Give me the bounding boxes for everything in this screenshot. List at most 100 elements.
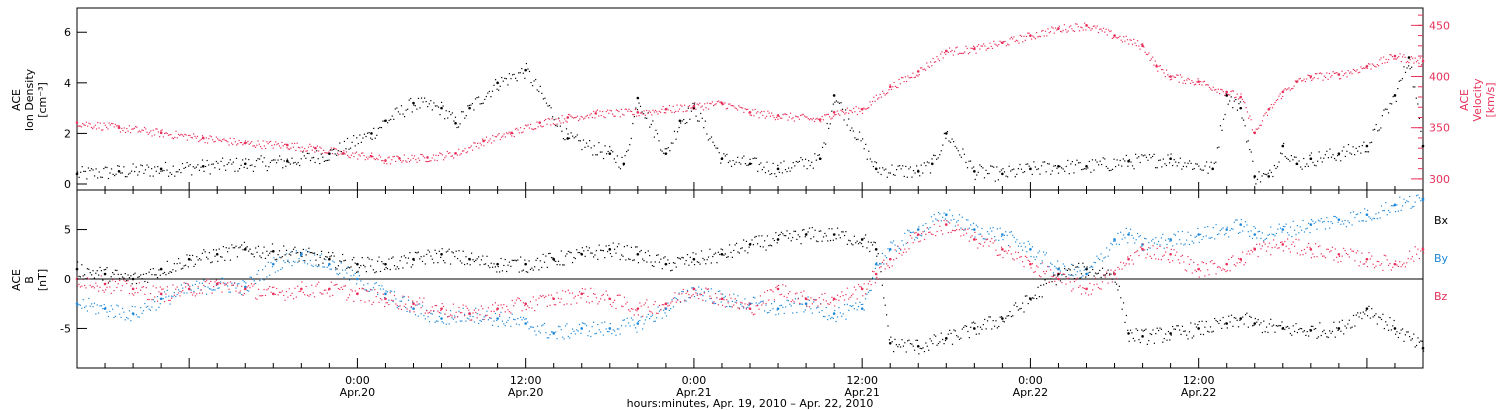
bz-sample <box>1141 247 1143 249</box>
velocity-sample <box>1210 88 1212 90</box>
density-sample <box>940 150 942 152</box>
density-sample <box>351 141 353 143</box>
velocity-sample <box>1163 72 1165 74</box>
bx-sample <box>618 243 620 245</box>
velocity-sample <box>1181 76 1183 78</box>
by-sample <box>1075 274 1077 276</box>
bx-sample <box>1352 314 1355 317</box>
by-sample <box>492 324 494 326</box>
bx-sample <box>552 257 554 259</box>
bx-sample <box>1036 298 1038 300</box>
bx-sample <box>1389 316 1391 319</box>
by-sample <box>1279 227 1282 229</box>
velocity-sample <box>1375 66 1377 68</box>
by-sample <box>392 300 394 303</box>
bx-sample <box>692 252 694 254</box>
velocity-sample <box>1256 128 1259 130</box>
velocity-sample <box>885 93 888 95</box>
bx-sample <box>1385 321 1387 323</box>
by-sample <box>1165 239 1167 241</box>
bz-sample <box>1243 264 1245 266</box>
density-sample <box>1233 100 1235 102</box>
density-sample <box>869 158 871 160</box>
velocity-sample <box>382 160 384 162</box>
density-sample <box>1292 159 1294 161</box>
velocity-sample <box>294 142 296 145</box>
velocity-sample <box>825 114 827 116</box>
density-sample <box>1259 181 1262 183</box>
velocity-sample <box>166 132 168 135</box>
velocity-sample <box>928 66 930 68</box>
velocity-sample <box>493 140 495 142</box>
bx-sample <box>1167 330 1170 333</box>
bz-sample <box>958 229 961 231</box>
density-sample <box>926 161 929 163</box>
bz-sample <box>305 285 307 288</box>
velocity-sample <box>1356 69 1358 71</box>
bz-sample <box>528 307 530 309</box>
density-sample <box>1003 171 1006 173</box>
bz-sample <box>953 229 955 232</box>
density-sample <box>1377 130 1379 132</box>
bx-sample <box>228 247 230 249</box>
bx-sample <box>1009 310 1011 313</box>
by-sample <box>1097 257 1099 259</box>
velocity-sample <box>90 126 93 129</box>
bz-sample <box>1020 255 1022 258</box>
velocity-sample <box>283 143 286 146</box>
bz-sample <box>1096 283 1098 285</box>
bx-sample <box>1292 325 1294 327</box>
velocity-sample <box>1076 23 1078 25</box>
bx-sample <box>1253 324 1255 327</box>
velocity-sample <box>111 122 113 125</box>
bx-sample <box>761 235 763 237</box>
density-sample <box>408 99 410 101</box>
by-sample <box>667 302 669 304</box>
velocity-sample <box>89 123 91 125</box>
by-point <box>524 322 527 325</box>
bx-sample <box>574 257 576 260</box>
bx-sample <box>1005 317 1007 319</box>
density-sample <box>1209 166 1211 168</box>
by-sample <box>928 228 930 230</box>
bz-sample <box>818 297 820 299</box>
by-sample <box>1034 258 1036 261</box>
density-sample <box>1272 175 1274 178</box>
density-sample <box>1360 152 1362 154</box>
density-sample <box>1118 164 1120 166</box>
bx-sample <box>801 229 804 231</box>
density-sample <box>556 125 558 127</box>
bx-sample <box>1124 321 1126 323</box>
by-sample <box>933 213 935 216</box>
velocity-sample <box>1396 57 1399 59</box>
density-sample <box>343 140 346 143</box>
density-sample <box>433 102 435 104</box>
velocity-sample <box>288 148 291 150</box>
velocity-sample <box>271 144 273 147</box>
by-sample <box>217 287 219 289</box>
bx-sample <box>1404 334 1406 336</box>
bz-sample <box>1114 269 1116 271</box>
bx-sample <box>556 264 558 266</box>
bx-sample <box>508 261 511 263</box>
velocity-sample <box>863 107 865 109</box>
by-sample <box>1372 217 1374 219</box>
by-sample <box>843 304 846 306</box>
by-sample <box>1420 200 1422 202</box>
by-sample <box>1072 275 1074 277</box>
velocity-sample <box>777 118 779 120</box>
by-sample <box>201 282 203 284</box>
velocity-sample <box>147 133 149 135</box>
bz-sample <box>570 303 572 305</box>
velocity-sample <box>1186 79 1188 81</box>
bz-sample <box>288 288 290 290</box>
velocity-sample <box>1249 115 1251 117</box>
velocity-sample <box>610 110 612 112</box>
density-sample <box>757 170 759 172</box>
bz-sample <box>609 303 611 306</box>
by-sample <box>581 322 583 324</box>
density-sample <box>1263 173 1265 175</box>
bz-sample <box>1048 281 1050 283</box>
density-point <box>412 101 415 105</box>
bz-sample <box>977 247 979 249</box>
